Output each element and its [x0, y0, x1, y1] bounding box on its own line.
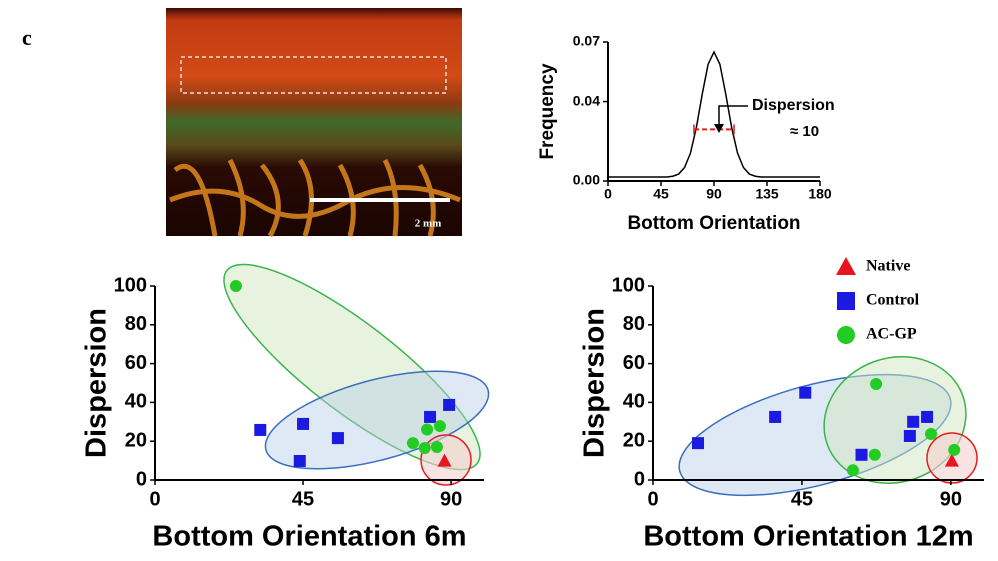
y-tick-label: 60	[125, 352, 147, 374]
x-axis-title: Bottom Orientation 12m	[643, 521, 973, 553]
y-tick-label: 0.00	[573, 172, 600, 188]
y-tick-label: 100	[612, 274, 645, 296]
micrograph: 2 mm	[166, 8, 462, 236]
group-ellipses-6m	[200, 236, 504, 499]
control-point	[921, 411, 933, 423]
ac-gp-point	[434, 420, 446, 432]
y-tick-label: 80	[623, 313, 645, 335]
ac-gp-point	[948, 444, 960, 456]
ac-gp-point	[431, 441, 443, 453]
y-axis-title: Frequency	[537, 63, 558, 160]
ac-gp-point	[419, 442, 431, 454]
x-tick-label: 90	[940, 488, 962, 510]
control-point	[799, 387, 811, 399]
control-point	[294, 455, 306, 467]
ac-gp-point	[847, 464, 859, 476]
y-tick-label: 0	[136, 468, 147, 490]
y-tick-label: 100	[114, 274, 147, 296]
frequency-curve	[608, 52, 820, 177]
y-tick-label: 60	[623, 352, 645, 374]
y-tick-label: 0.07	[573, 33, 600, 49]
x-tick-label: 90	[440, 488, 462, 510]
annotation: Dispersion	[752, 97, 835, 114]
ac-gp-point	[869, 449, 881, 461]
legend-marker	[837, 292, 855, 310]
control-point	[692, 437, 704, 449]
annotation: ≈ 10	[790, 123, 819, 140]
ac-gp-point	[230, 280, 242, 292]
y-tick-label: 80	[125, 313, 147, 335]
ac-gp-point	[870, 378, 882, 390]
y-tick-label: 20	[125, 429, 147, 451]
y-tick-label: 40	[623, 391, 645, 413]
x-tick-label: 45	[653, 186, 669, 202]
ac-gp-point	[421, 424, 433, 436]
legend-marker	[837, 326, 855, 344]
y-tick-label: 0	[634, 468, 645, 490]
page: {"panel_label": "c", "image": {"scale_la…	[0, 0, 998, 556]
x-tick-label: 0	[647, 488, 658, 510]
x-tick-label: 180	[808, 186, 832, 202]
control-point	[856, 449, 868, 461]
legend-label: Control	[866, 292, 920, 309]
y-tick-label: 0.04	[573, 92, 600, 108]
control-point	[904, 430, 916, 442]
x-tick-label: 45	[791, 488, 813, 510]
x-tick-label: 0	[149, 488, 160, 510]
x-tick-label: 135	[755, 186, 779, 202]
control-point	[332, 432, 344, 444]
y-tick-label: 20	[623, 429, 645, 451]
x-tick-label: 90	[706, 186, 722, 202]
x-axis-title: Bottom Orientation 6m	[152, 521, 466, 553]
y-tick-label: 40	[125, 391, 147, 413]
ac-gp-point	[407, 437, 419, 449]
control-point	[907, 416, 919, 428]
figure: c 2 mm 0 45 90 135 180 0.00 0.04 0.07 Bottom Ori…	[0, 0, 998, 556]
control-point	[424, 411, 436, 423]
x-tick-label: 45	[292, 488, 314, 510]
x-axis-title: Bottom Orientation	[627, 213, 800, 234]
legend-label: Native	[866, 258, 910, 275]
legend-label: AC-GP	[866, 326, 917, 343]
scale-label: 2 mm	[415, 218, 442, 230]
panel-label: c	[22, 25, 32, 50]
control-point	[769, 411, 781, 423]
ac-gp-point	[925, 428, 937, 440]
control-point	[254, 424, 266, 436]
control-point	[297, 418, 309, 430]
y-axis-title: Dispersion	[81, 308, 113, 458]
control-point	[443, 399, 455, 411]
annotation-arrow	[719, 106, 748, 126]
group-ellipses-12m	[667, 337, 984, 519]
legend-marker	[836, 257, 856, 275]
x-tick-label: 0	[604, 186, 612, 202]
y-axis-title: Dispersion	[579, 308, 611, 458]
